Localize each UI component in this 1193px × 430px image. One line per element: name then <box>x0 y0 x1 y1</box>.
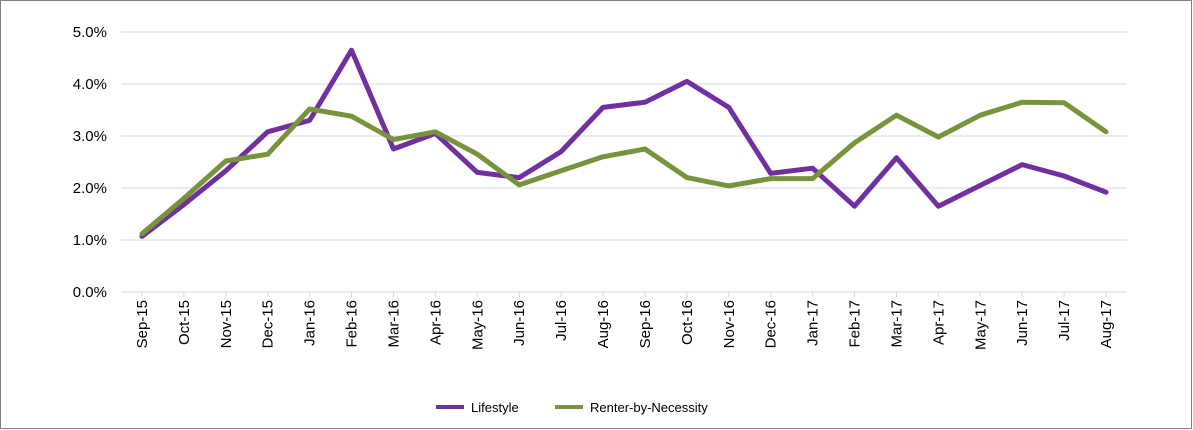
x-tick-label: Mar-16 <box>385 300 402 348</box>
x-axis-ticks: Sep-15 Oct-15 Nov-15 Dec-15 Jan-16 Feb-16 Mar-… <box>134 292 1115 350</box>
series-line-lifestyle <box>139 47 1109 239</box>
legend-label: Lifestyle <box>471 400 519 415</box>
x-tick-label: Nov-16 <box>721 300 738 348</box>
x-tick-label: Aug-16 <box>595 300 612 348</box>
x-tick-label: Sep-15 <box>134 300 151 348</box>
x-tick-label: Sep-16 <box>637 300 654 348</box>
legend-label: Renter-by-Necessity <box>590 400 708 415</box>
x-tick-label: Apr-16 <box>427 300 444 345</box>
x-tick-label: Mar-17 <box>888 300 905 348</box>
x-tick-label: Jul-16 <box>553 300 570 341</box>
y-tick-label: 1.0% <box>73 232 107 249</box>
x-tick-label: Oct-15 <box>176 300 193 345</box>
x-tick-label: Dec-15 <box>260 300 277 348</box>
x-tick-label: May-17 <box>972 300 989 350</box>
legend: Lifestyle Renter-by-Necessity <box>436 400 708 415</box>
y-tick-label: 5.0% <box>73 24 107 41</box>
x-tick-label: Aug-17 <box>1098 300 1115 348</box>
y-tick-label: 3.0% <box>73 128 107 145</box>
x-tick-label: Jan-16 <box>302 300 319 346</box>
x-tick-label: Oct-16 <box>679 300 696 345</box>
series-line-renter-by-necessity <box>139 99 1109 237</box>
x-tick-label: Jun-17 <box>1014 300 1031 346</box>
x-tick-label: Jun-16 <box>511 300 528 346</box>
x-tick-label: May-16 <box>469 300 486 350</box>
x-tick-label: Jan-17 <box>805 300 822 346</box>
y-tick-label: 2.0% <box>73 180 107 197</box>
y-axis-ticks: 0.0% 1.0% 2.0% 3.0% 4.0% 5.0% <box>73 24 107 301</box>
x-tick-label: Jul-17 <box>1056 300 1073 341</box>
y-tick-label: 4.0% <box>73 76 107 93</box>
x-tick-label: Feb-17 <box>847 300 864 348</box>
x-tick-label: Dec-16 <box>763 300 780 348</box>
x-tick-label: Feb-16 <box>344 300 361 348</box>
x-tick-label: Nov-15 <box>218 300 235 348</box>
series-lines <box>139 47 1109 239</box>
y-tick-label: 0.0% <box>73 284 107 301</box>
gridlines <box>121 31 1127 241</box>
x-tick-label: Apr-17 <box>930 300 947 345</box>
